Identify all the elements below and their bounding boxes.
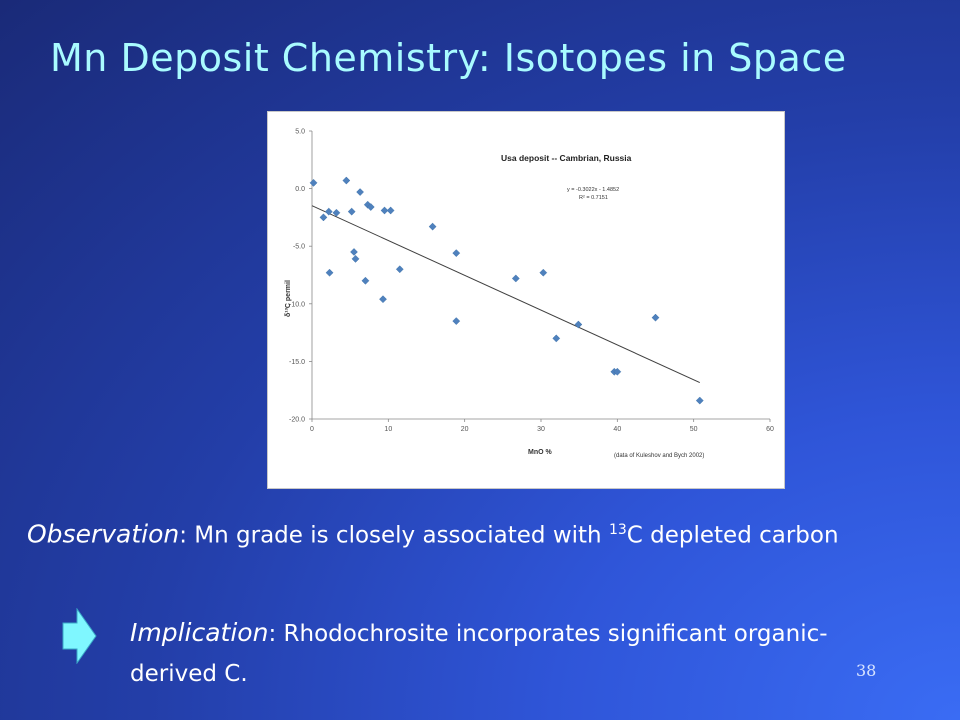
x-tick-label: 30 (537, 426, 545, 433)
isotope-superscript: 13 (608, 522, 627, 538)
tick-labels: 0 10 20 30 40 50 60 5.0 0.0 -5.0 -10.0 -15.0 -20.0 (289, 129, 774, 434)
x-tick-label: 40 (613, 426, 621, 433)
data-point (351, 254, 360, 263)
data-point (695, 396, 704, 405)
right-arrow-icon (62, 608, 97, 664)
y-tick-label: -20.0 (289, 417, 305, 424)
implication-body: Rhodochrosite incorporates significant o… (130, 621, 828, 687)
data-point (347, 207, 356, 216)
data-point (651, 313, 660, 322)
page-number: 38 (856, 661, 877, 680)
data-point (356, 188, 364, 196)
y-tick-label: -10.0 (289, 301, 305, 308)
data-point (319, 213, 328, 222)
y-tick-label: 5.0 (295, 129, 305, 136)
y-tick-label: -15.0 (289, 359, 305, 366)
x-tick-label: 20 (461, 426, 469, 433)
data-point (350, 248, 358, 256)
x-tick-label: 60 (766, 426, 774, 433)
implication-text: Implication: Rhodochrosite incorporates … (130, 613, 850, 694)
data-point (613, 367, 622, 376)
data-points (309, 176, 704, 405)
data-point (379, 295, 387, 304)
chart-title: Usa deposit -- Cambrian, Russia (501, 153, 632, 163)
x-tick-label: 0 (310, 426, 314, 433)
data-point (552, 334, 561, 343)
y-axis-label: δ¹³C permil (285, 280, 292, 317)
data-point (309, 178, 318, 187)
data-source-note: (data of Kuleshov and Bych 2002) (614, 453, 704, 459)
data-point (361, 276, 370, 285)
axes (309, 130, 771, 422)
observation-body-start: Mn grade is closely associated with (186, 522, 609, 549)
data-point (386, 206, 395, 215)
x-tick-label: 50 (690, 426, 698, 433)
data-point (452, 317, 461, 325)
trendline-equation: y = -0.3022x - 1.4852 (567, 187, 619, 193)
data-point (324, 207, 333, 216)
x-axis-label: MnO % (528, 449, 552, 456)
data-point (380, 206, 389, 215)
data-point (511, 274, 520, 283)
data-point (428, 222, 437, 231)
implication-label: Implication (130, 618, 269, 647)
x-tick-label: 10 (384, 426, 392, 433)
chart-frame: 0 10 20 30 40 50 60 5.0 0.0 -5.0 -10.0 -15.0 -20.0 U… (267, 111, 785, 489)
data-point (395, 265, 404, 274)
data-point (342, 176, 351, 185)
data-point (574, 320, 583, 329)
slide-title: Mn Deposit Chemistry: Isotopes in Space (50, 36, 847, 80)
data-point (452, 249, 461, 257)
scatter-chart: 0 10 20 30 40 50 60 5.0 0.0 -5.0 -10.0 -15.0 -20.0 U… (285, 129, 774, 460)
data-point (539, 268, 548, 277)
y-tick-label: -5.0 (293, 244, 305, 251)
trendline-r-squared: R² = 0.7151 (579, 195, 608, 201)
observation-colon: : (179, 522, 187, 549)
trendline (311, 205, 700, 384)
observation-label: Observation (27, 519, 180, 549)
implication-colon: : (268, 621, 277, 647)
data-point (332, 208, 341, 217)
data-point (366, 203, 375, 211)
data-point (325, 268, 334, 277)
observation-text: Observation: Mn grade is closely associa… (27, 512, 907, 555)
observation-body-end: C depleted carbon (626, 522, 839, 549)
y-tick-label: 0.0 (295, 186, 305, 193)
